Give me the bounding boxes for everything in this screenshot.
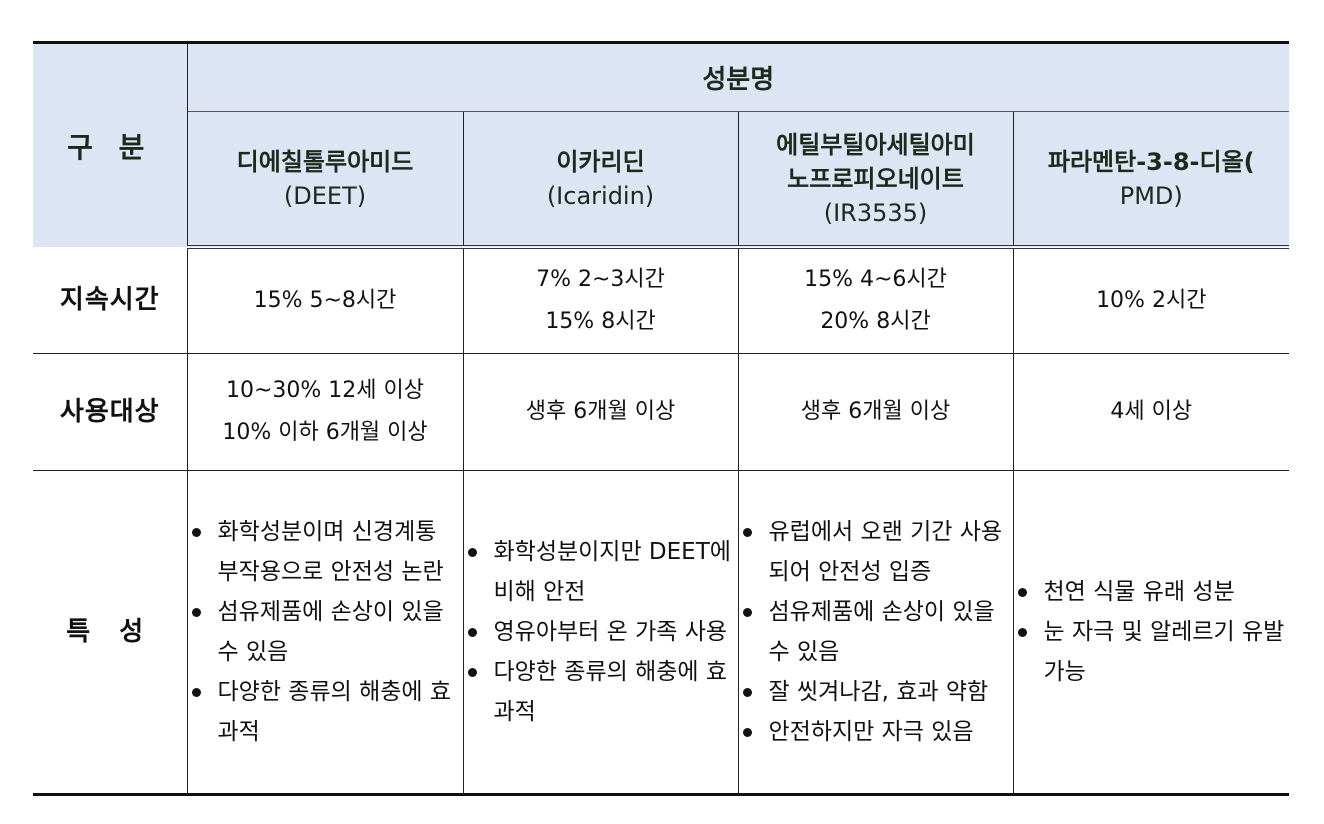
feature-item: 섬유제품에 손상이 있을 수 있음 xyxy=(191,592,463,672)
table-row-duration: 지속시간 15% 5~8시간 7% 2~3시간 15% 8시간 15% 4~6시… xyxy=(33,247,1290,354)
repellent-comparison-table-container: 구 분 성분명 디에칠톨루아미드 (DEET) 이카리딘 (Icaridin) … xyxy=(33,41,1290,796)
cell-line: 10% 이하 6개월 이상 xyxy=(222,420,428,445)
ingredient-abbr: (DEET) xyxy=(283,181,367,210)
column-header-deet: 디에칠톨루아미드 (DEET) xyxy=(187,111,464,249)
cell-target-ir3535: 생후 6개월 이상 xyxy=(737,353,1014,471)
ingredient-name-line2: 노프로피오네이트 xyxy=(787,164,964,193)
cell-target-pmd: 4세 이상 xyxy=(1012,353,1290,471)
cell-line: 생후 6개월 이상 xyxy=(800,399,951,424)
feature-text: 섬유제품에 손상이 있을 수 있음 xyxy=(217,599,444,665)
feature-text: 영유아부터 온 가족 사용 xyxy=(493,619,728,645)
bullet-icon xyxy=(467,548,477,557)
column-header-ir3535: 에틸부틸아세틸아미 노프로피오네이트 (IR3535) xyxy=(737,111,1014,249)
bullet-icon xyxy=(467,668,477,677)
cell-line: 15% 4~6시간 xyxy=(804,267,947,292)
bullet-icon xyxy=(467,628,477,637)
bullet-icon xyxy=(191,608,201,617)
cell-target-deet: 10~30% 12세 이상 10% 이하 6개월 이상 xyxy=(186,353,464,471)
column-header-icaridin: 이카리딘 (Icaridin) xyxy=(462,111,739,249)
feature-text: 다양한 종류의 해충에 효과적 xyxy=(493,659,728,725)
ingredient-name: 이카리딘 xyxy=(556,147,645,176)
cell-line: 20% 8시간 xyxy=(820,309,931,334)
cell-duration-icaridin: 7% 2~3시간 15% 8시간 xyxy=(462,247,739,354)
feature-list: 유럽에서 오랜 기간 사용되어 안전성 입증 섬유제품에 손상이 있을 수 있음… xyxy=(739,512,1013,752)
bullet-icon xyxy=(742,528,752,537)
feature-item: 다양한 종류의 해충에 효과적 xyxy=(191,672,463,752)
bullet-icon xyxy=(191,528,201,537)
bullet-icon xyxy=(1017,588,1027,597)
ingredient-abbr: PMD) xyxy=(1119,181,1183,210)
cell-features-pmd: 천연 식물 유래 성분 눈 자극 및 알레르기 유발 가능 xyxy=(1012,470,1290,796)
feature-list: 화학성분이며 신경계통 부작용으로 안전성 논란 섬유제품에 손상이 있을 수 … xyxy=(188,512,463,752)
feature-item: 화학성분이며 신경계통 부작용으로 안전성 논란 xyxy=(191,512,463,592)
ingredient-name: 파라멘탄-3-8-디올( xyxy=(1047,147,1255,176)
cell-features-ir3535: 유럽에서 오랜 기간 사용되어 안전성 입증 섬유제품에 손상이 있을 수 있음… xyxy=(737,470,1014,796)
bullet-icon xyxy=(742,608,752,617)
table-row-target: 사용대상 10~30% 12세 이상 10% 이하 6개월 이상 생후 6개월 … xyxy=(33,353,1290,471)
cell-features-icaridin: 화학성분이지만 DEET에 비해 안전 영유아부터 온 가족 사용 다양한 종류… xyxy=(462,470,739,796)
row-label-duration: 지속시간 xyxy=(33,247,188,354)
feature-text: 잘 씻겨나감, 효과 약함 xyxy=(768,679,989,705)
bullet-icon xyxy=(742,728,752,737)
feature-list: 천연 식물 유래 성분 눈 자극 및 알레르기 유발 가능 xyxy=(1014,572,1290,692)
header-row-group: 구 분 성분명 xyxy=(33,41,1290,247)
feature-item: 천연 식물 유래 성분 xyxy=(1017,572,1290,612)
feature-item: 잘 씻겨나감, 효과 약함 xyxy=(742,672,1013,712)
ingredient-abbr: (Icaridin) xyxy=(546,181,655,210)
feature-text: 유럽에서 오랜 기간 사용되어 안전성 입증 xyxy=(768,519,1003,585)
cell-line: 4세 이상 xyxy=(1110,399,1193,424)
cell-duration-deet: 15% 5~8시간 xyxy=(186,247,464,354)
ingredient-name-line1: 에틸부틸아세틸아미 xyxy=(776,130,975,159)
cell-line: 15% 5~8시간 xyxy=(253,288,397,313)
feature-item: 안전하지만 자극 있음 xyxy=(742,712,1013,752)
feature-item: 영유아부터 온 가족 사용 xyxy=(467,612,738,652)
bullet-icon xyxy=(191,688,201,697)
cell-features-deet: 화학성분이며 신경계통 부작용으로 안전성 논란 섬유제품에 손상이 있을 수 … xyxy=(186,470,464,796)
header-row-ingredients: 디에칠톨루아미드 (DEET) 이카리딘 (Icaridin) 에틸부틸아세틸아… xyxy=(33,111,1290,249)
feature-text: 안전하지만 자극 있음 xyxy=(768,719,974,745)
cell-line: 15% 8시간 xyxy=(545,309,656,334)
feature-text: 화학성분이며 신경계통 부작용으로 안전성 논란 xyxy=(217,519,444,585)
feature-text: 화학성분이지만 DEET에 비해 안전 xyxy=(493,539,731,605)
repellent-comparison-table: 구 분 성분명 디에칠톨루아미드 (DEET) 이카리딘 (Icaridin) … xyxy=(33,41,1290,796)
cell-line: 10~30% 12세 이상 xyxy=(225,378,425,403)
feature-item: 다양한 종류의 해충에 효과적 xyxy=(467,652,738,732)
bullet-icon xyxy=(742,688,752,697)
feature-item: 눈 자극 및 알레르기 유발 가능 xyxy=(1017,612,1290,692)
bullet-icon xyxy=(1017,628,1027,637)
feature-text: 섬유제품에 손상이 있을 수 있음 xyxy=(768,599,995,665)
cell-duration-pmd: 10% 2시간 xyxy=(1012,247,1290,354)
cell-line: 10% 2시간 xyxy=(1096,288,1207,313)
cell-target-icaridin: 생후 6개월 이상 xyxy=(462,353,739,471)
cell-line: 7% 2~3시간 xyxy=(536,267,665,292)
ingredient-name: 디에칠톨루아미드 xyxy=(236,147,414,176)
feature-list: 화학성분이지만 DEET에 비해 안전 영유아부터 온 가족 사용 다양한 종류… xyxy=(464,532,738,732)
feature-text: 눈 자극 및 알레르기 유발 가능 xyxy=(1043,619,1285,685)
feature-item: 섬유제품에 손상이 있을 수 있음 xyxy=(742,592,1013,672)
feature-text: 다양한 종류의 해충에 효과적 xyxy=(217,679,452,745)
feature-text: 천연 식물 유래 성분 xyxy=(1043,579,1235,605)
row-label-features: 특 성 xyxy=(33,470,188,796)
cell-duration-ir3535: 15% 4~6시간 20% 8시간 xyxy=(737,247,1014,354)
table-body: 지속시간 15% 5~8시간 7% 2~3시간 15% 8시간 15% 4~6시… xyxy=(33,247,1290,796)
feature-item: 유럽에서 오랜 기간 사용되어 안전성 입증 xyxy=(742,512,1013,592)
feature-item: 화학성분이지만 DEET에 비해 안전 xyxy=(467,532,738,612)
cell-line: 생후 6개월 이상 xyxy=(525,399,676,424)
table-row-features: 특 성 화학성분이며 신경계통 부작용으로 안전성 논란 섬유제품에 손상이 있… xyxy=(33,470,1290,796)
table-header: 구 분 성분명 디에칠톨루아미드 (DEET) 이카리딘 (Icaridin) … xyxy=(33,41,1290,249)
row-category-header: 구 분 xyxy=(33,41,188,247)
column-header-pmd: 파라멘탄-3-8-디올( PMD) xyxy=(1012,111,1290,249)
ingredient-abbr: (IR3535) xyxy=(823,198,928,227)
row-label-target: 사용대상 xyxy=(33,353,188,471)
ingredient-group-header: 성분명 xyxy=(186,41,1290,112)
